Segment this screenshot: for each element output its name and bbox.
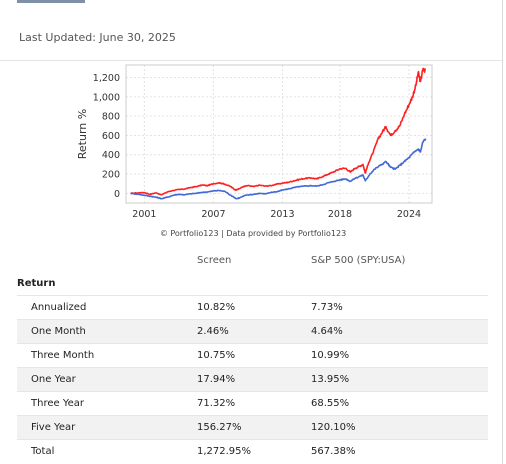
return-chart: 0 200 400 600 800 1,000 1,200 2001 2007 2013 2018…: [0, 60, 506, 255]
screen-value: 10.75%: [197, 343, 311, 368]
series-line-benchmark: [130, 138, 427, 200]
row-label: Three Month: [17, 343, 197, 368]
header-benchmark: S&P 500 (SPY:USA): [311, 255, 406, 266]
benchmark-value: 10.99%: [311, 343, 488, 368]
x-tick-label: 2013: [270, 209, 294, 220]
x-tick-label: 2018: [328, 209, 352, 220]
x-tick-label: 2007: [201, 209, 225, 220]
return-chart-svg: 0 200 400 600 800 1,000 1,200 2001 2007 2013 2018…: [76, 64, 433, 220]
benchmark-value: 567.38%: [311, 439, 488, 463]
row-label: Five Year: [17, 415, 197, 440]
table-row: One Month 2.46% 4.64%: [17, 319, 488, 344]
section-row: Return: [17, 272, 488, 296]
y-tick-label: 1,200: [93, 73, 120, 84]
y-axis-label: Return %: [76, 109, 89, 159]
section-label: Return: [17, 278, 56, 289]
benchmark-value: 4.64%: [311, 319, 488, 344]
active-tab-indicator[interactable]: [17, 0, 85, 3]
returns-table: Screen S&P 500 (SPY:USA) Return Annualiz…: [17, 249, 488, 463]
series-line-screen: [130, 67, 427, 196]
row-label: Three Year: [17, 391, 197, 416]
screen-value: 156.27%: [197, 415, 311, 440]
header-screen: Screen: [197, 255, 232, 266]
benchmark-value: 68.55%: [311, 391, 488, 416]
table-row: One Year 17.94% 13.95%: [17, 367, 488, 392]
y-tick-label: 600: [102, 131, 120, 142]
row-label: One Year: [17, 367, 197, 392]
table-row: Five Year 156.27% 120.10%: [17, 415, 488, 440]
screen-value: 10.82%: [197, 295, 311, 320]
table-header-row: Screen S&P 500 (SPY:USA): [17, 249, 488, 272]
header-spacer: [17, 249, 197, 272]
chart-credit: © Portfolio123 | Data provided by Portfo…: [159, 229, 347, 238]
x-axis-ticks: 2001 2007 2013 2018 2024: [132, 209, 421, 220]
table-row: Total 1,272.95% 567.38%: [17, 439, 488, 463]
screen-value: 1,272.95%: [197, 439, 311, 463]
y-tick-label: 0: [114, 189, 120, 200]
y-tick-label: 1,000: [93, 92, 120, 103]
divider: [0, 60, 502, 61]
y-tick-label: 200: [102, 170, 120, 181]
benchmark-value: 13.95%: [311, 367, 488, 392]
row-label: One Month: [17, 319, 197, 344]
series-lines: [130, 67, 427, 200]
y-tick-label: 800: [102, 112, 120, 123]
table-row: Three Year 71.32% 68.55%: [17, 391, 488, 416]
benchmark-value: 7.73%: [311, 295, 488, 320]
last-updated-text: Last Updated: June 30, 2025: [19, 31, 176, 44]
chart-grid: [126, 65, 432, 203]
row-label: Total: [17, 439, 197, 463]
benchmark-value: 120.10%: [311, 415, 488, 440]
screen-value: 17.94%: [197, 367, 311, 392]
plot-frame: [125, 64, 433, 204]
table-row: Three Month 10.75% 10.99%: [17, 343, 488, 368]
x-tick-label: 2001: [132, 209, 156, 220]
x-tick-label: 2024: [397, 209, 421, 220]
row-label: Annualized: [17, 295, 197, 320]
table-row: Annualized 10.82% 7.73%: [17, 295, 488, 320]
y-tick-label: 400: [102, 150, 120, 161]
screen-value: 2.46%: [197, 319, 311, 344]
y-axis-ticks: 0 200 400 600 800 1,000 1,200: [93, 73, 120, 200]
screen-value: 71.32%: [197, 391, 311, 416]
